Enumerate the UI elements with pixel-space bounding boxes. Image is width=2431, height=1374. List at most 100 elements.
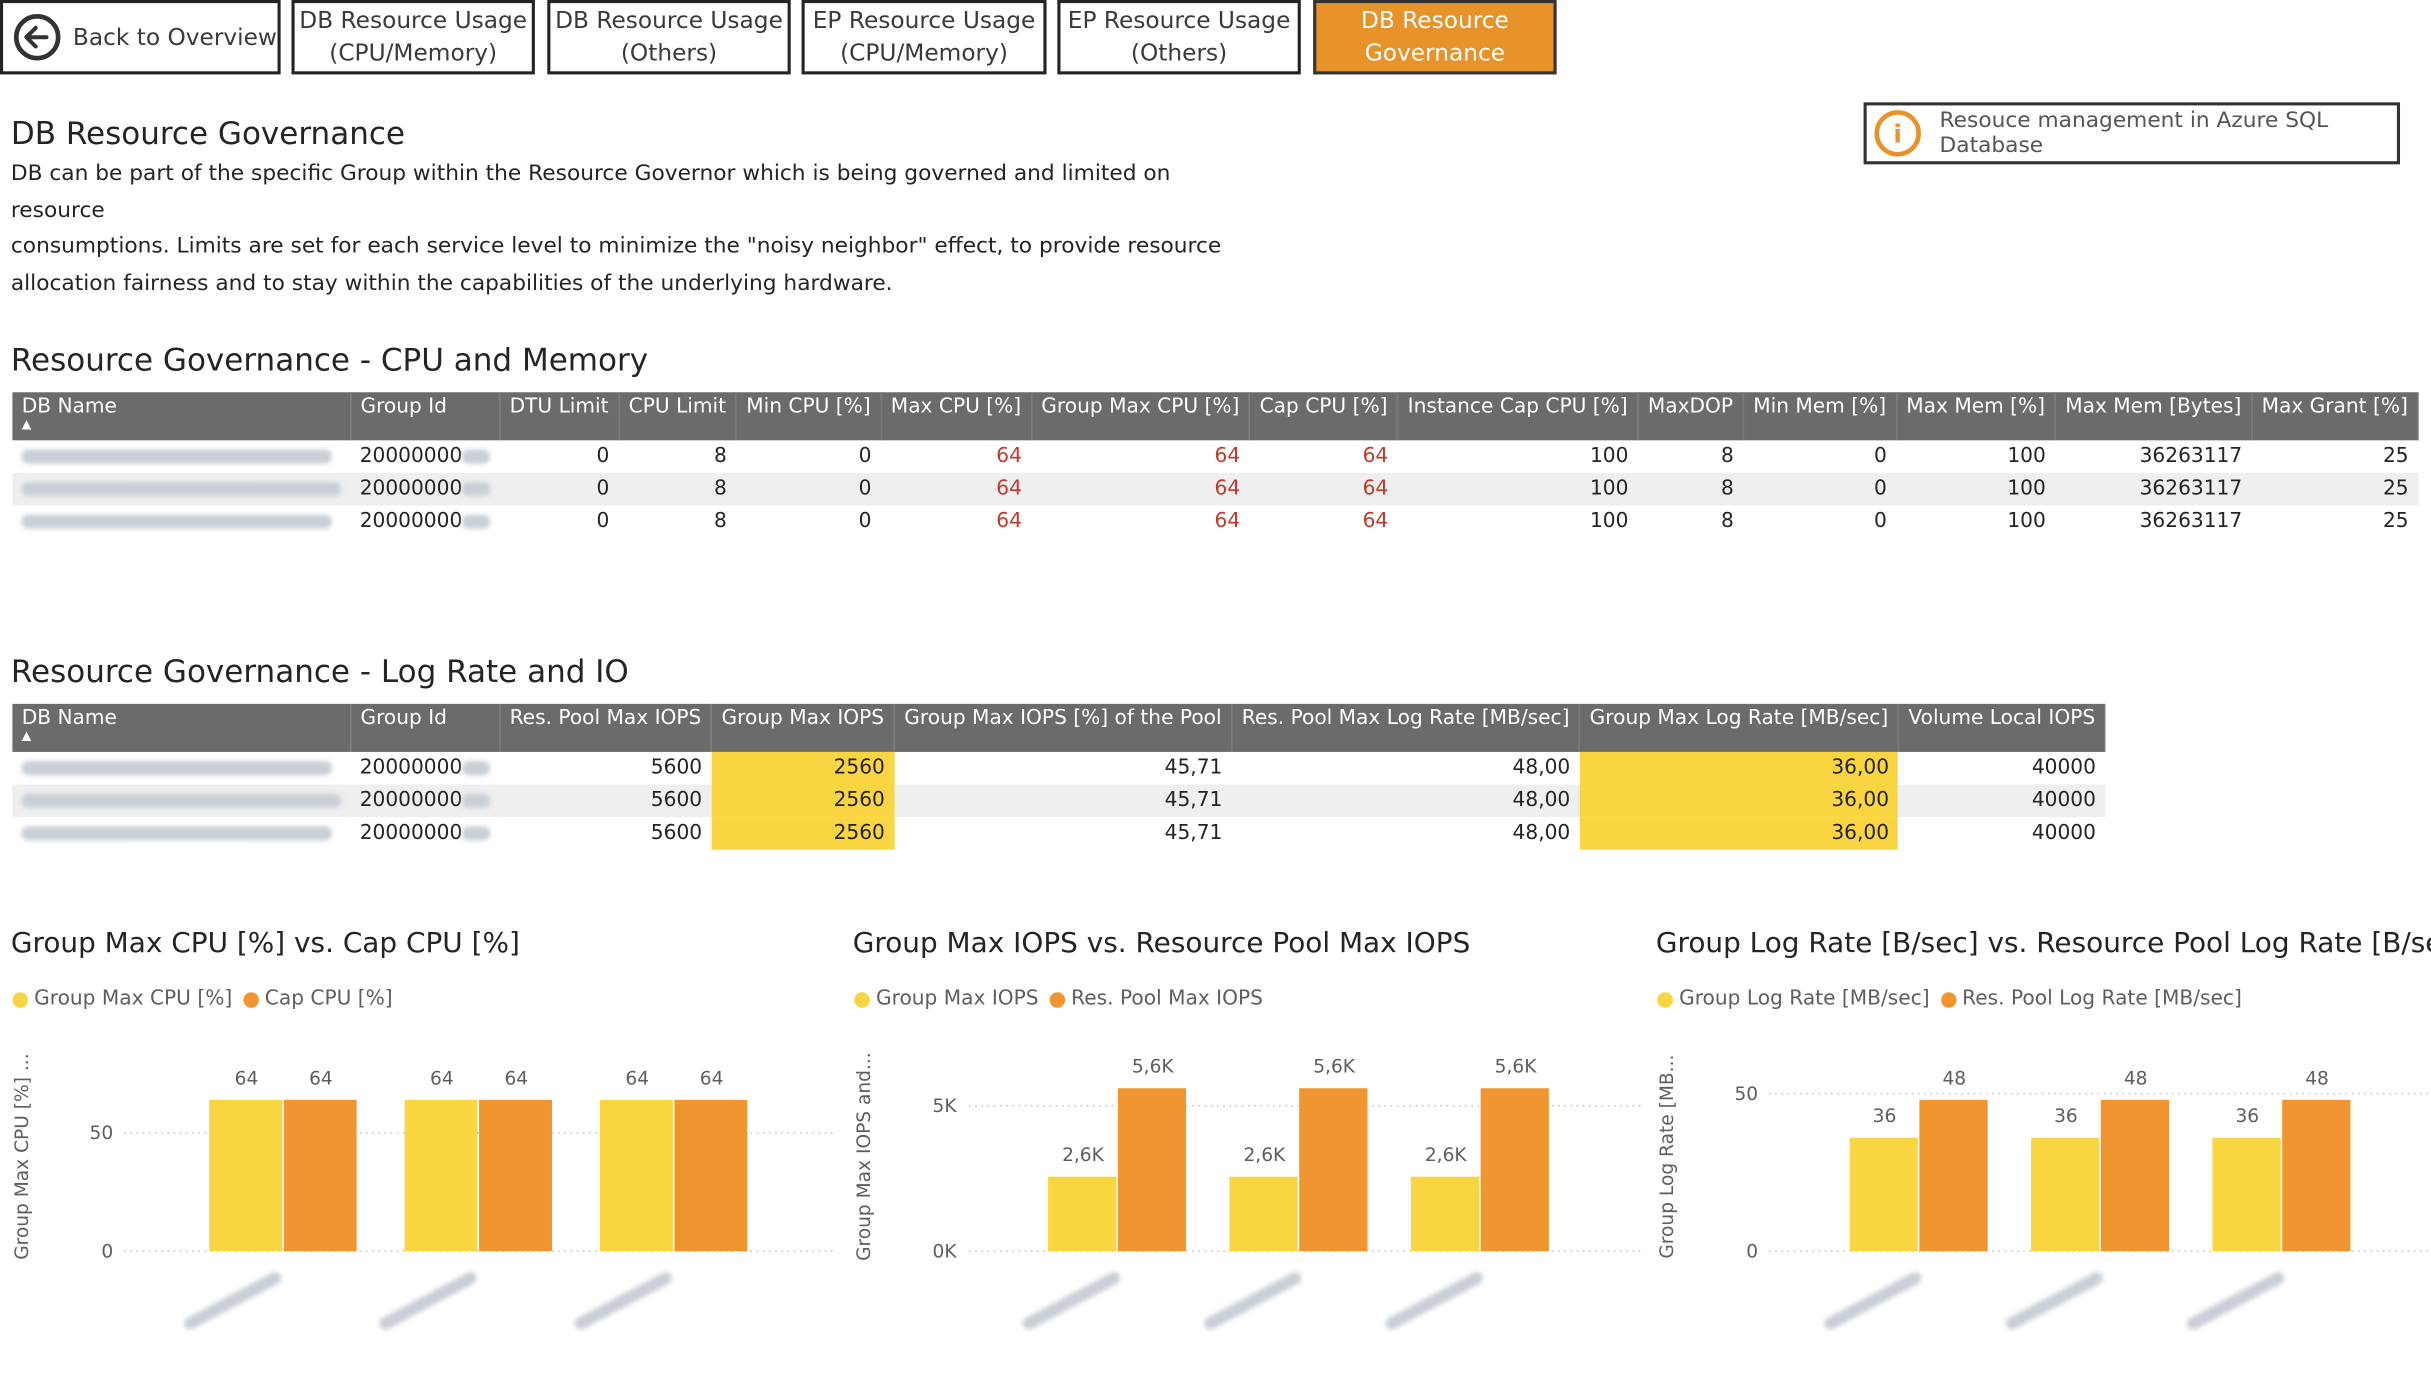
- table-cell: 48,00: [1231, 784, 1580, 818]
- column-header[interactable]: MaxDOP: [1637, 392, 1744, 441]
- table-cell: 0: [596, 510, 610, 534]
- column-header[interactable]: Max CPU [%]: [880, 392, 1033, 441]
- table-cell: 64: [1249, 472, 1398, 506]
- table-row[interactable]: 20000000 5600 2560 45,71 48,00 36,00 40000: [12, 751, 2105, 785]
- y-tick-label: 0: [1746, 1241, 1758, 1262]
- table-cell: 0: [858, 444, 872, 469]
- table-cell: 25: [2382, 444, 2409, 469]
- tab-label-line1: DB Resource Usage: [299, 6, 528, 35]
- column-header[interactable]: DTU Limit: [499, 392, 620, 441]
- table-row[interactable]: 20000000 0 8 0 64 64 64 100 8 0 100 36263117 25: [12, 472, 2418, 506]
- column-header[interactable]: Cap CPU [%]: [1249, 392, 1399, 441]
- resource-management-info-button[interactable]: i Resouce management in Azure SQL Databa…: [1863, 102, 2401, 165]
- column-header[interactable]: Group Id: [350, 703, 501, 752]
- table-cell: 64: [1214, 510, 1241, 534]
- group-id-value: 20000000: [359, 756, 463, 780]
- table-cell: 2560: [711, 784, 895, 818]
- column-header[interactable]: Volume Local IOPS: [1898, 703, 2107, 752]
- redacted-db-name: [21, 826, 332, 841]
- data-label: 36: [2054, 1106, 2078, 1127]
- log-rate-io-table: DB Name ▲ Group Id Res. Pool Max IOPS Gro…: [12, 703, 2107, 850]
- column-header[interactable]: Group Id: [350, 392, 501, 441]
- table-cell: 48,00: [1512, 756, 1571, 780]
- column-header[interactable]: CPU Limit: [618, 392, 737, 441]
- db-name-cell: [12, 784, 351, 818]
- tab-label-line2: (Others): [620, 38, 718, 67]
- group-id-cell: 20000000: [350, 784, 500, 818]
- table-cell: 0: [596, 444, 610, 469]
- redacted-db-name: [21, 761, 332, 776]
- table-row[interactable]: 20000000 5600 2560 45,71 48,00 36,00 40000: [12, 784, 2106, 818]
- y-tick-label: 0K: [933, 1241, 958, 1262]
- table-cell: 0: [736, 472, 881, 506]
- legend-label: Group Max CPU [%]: [34, 987, 233, 1011]
- table-cell: 36263117: [2055, 472, 2252, 506]
- column-header[interactable]: Group Max CPU [%]: [1031, 392, 1251, 441]
- table-header-row: DB Name ▲ Group Id Res. Pool Max IOPS Gro…: [12, 703, 2107, 752]
- group-id-cell: 20000000: [350, 472, 500, 506]
- back-arrow-icon: [13, 13, 61, 61]
- table-row[interactable]: 20000000 0 8 0 64 64 64 100 8 0 100 36263117 25: [12, 440, 2418, 473]
- tab-label-line2: (CPU/Memory): [329, 38, 498, 67]
- y-axis-title: Group Max CPU [%] ...: [12, 1053, 33, 1259]
- table-cell: 64: [1362, 444, 1389, 469]
- table-cell: 100: [1589, 444, 1629, 469]
- tab-db-resource-governance[interactable]: DB Resource Governance: [1313, 0, 1557, 75]
- column-header[interactable]: DB Name ▲: [12, 703, 352, 752]
- group-id-value: 20000000: [359, 821, 463, 845]
- redacted-group-id-suffix: [462, 826, 491, 841]
- table-cell: 5600: [650, 756, 703, 780]
- column-header[interactable]: Group Max IOPS [%] of the Pool: [894, 703, 1233, 752]
- column-header[interactable]: Group Max IOPS: [711, 703, 895, 752]
- column-header[interactable]: Res. Pool Max Log Rate [MB/sec]: [1231, 703, 1581, 752]
- tab-label: EP Resource Usage (Others): [1068, 5, 1291, 70]
- table-cell: 40000: [2031, 756, 2096, 780]
- column-header[interactable]: Res. Pool Max IOPS: [499, 703, 713, 752]
- redacted-group-id-suffix: [462, 761, 491, 776]
- redacted-group-id-suffix: [462, 482, 491, 497]
- column-header[interactable]: DB Name ▲: [12, 392, 352, 441]
- cpu-table-title: Resource Governance - CPU and Memory: [10, 341, 649, 379]
- column-header[interactable]: Instance Cap CPU [%]: [1397, 392, 1639, 441]
- redacted-category-label: [574, 1272, 672, 1330]
- description-line: allocation fairness and to stay within t…: [10, 270, 893, 296]
- info-link-label: Resouce management in Azure SQL Database: [1939, 108, 2329, 159]
- table-row[interactable]: 20000000 5600 2560 45,71 48,00 36,00 40000: [12, 817, 2105, 850]
- table-cell: 36,00: [1579, 784, 1899, 818]
- tab-db-resource-usage-cpu-memory[interactable]: DB Resource Usage (CPU/Memory): [291, 0, 535, 75]
- column-header[interactable]: Min CPU [%]: [736, 392, 882, 441]
- column-header-label: DB Name: [21, 395, 117, 419]
- column-header[interactable]: Max Grant [%]: [2251, 392, 2419, 441]
- tab-db-resource-usage-others[interactable]: DB Resource Usage (Others): [547, 0, 791, 75]
- tab-label: EP Resource Usage (CPU/Memory): [813, 5, 1036, 70]
- column-header[interactable]: Group Max Log Rate [MB/sec]: [1579, 703, 1900, 752]
- table-row[interactable]: 20000000 0 8 0 64 64 64 100 8 0 100 36263117 25: [12, 505, 2418, 538]
- tab-ep-resource-usage-others[interactable]: EP Resource Usage (Others): [1057, 0, 1301, 75]
- chart-legend: Group Max CPU [%] Cap CPU [%]: [12, 987, 393, 1011]
- table-cell: 8: [1637, 472, 1744, 506]
- tab-ep-resource-usage-cpu-memory[interactable]: EP Resource Usage (CPU/Memory): [801, 0, 1047, 75]
- table-cell: 40000: [1898, 784, 2106, 818]
- redacted-category-label: [379, 1272, 477, 1330]
- page-description: DB can be part of the specific Group wit…: [11, 157, 1251, 303]
- legend-swatch: [1049, 991, 1065, 1007]
- table-cell: 45,71: [1164, 756, 1223, 780]
- table-cell: 2560: [711, 751, 895, 785]
- bar-series-1: [2031, 1137, 2100, 1252]
- group-id-cell: 20000000: [350, 440, 499, 473]
- legend-swatch: [1940, 991, 1956, 1007]
- column-header[interactable]: Max Mem [%]: [1896, 392, 2056, 441]
- db-name-cell: [12, 472, 351, 506]
- column-header[interactable]: Max Mem [Bytes]: [2055, 392, 2253, 441]
- back-label: Back to Overview: [72, 22, 277, 51]
- redacted-db-name: [21, 793, 342, 808]
- column-header[interactable]: Min Mem [%]: [1743, 392, 1897, 441]
- table-cell: 36,00: [1579, 751, 1899, 785]
- data-label: 64: [700, 1068, 724, 1089]
- data-label: 64: [504, 1068, 528, 1089]
- table-cell: 45,71: [894, 784, 1232, 818]
- data-label: 64: [430, 1068, 454, 1089]
- back-to-overview-button[interactable]: Back to Overview: [0, 0, 281, 75]
- redacted-db-name: [21, 482, 342, 497]
- bar-series-2: [2100, 1099, 2170, 1252]
